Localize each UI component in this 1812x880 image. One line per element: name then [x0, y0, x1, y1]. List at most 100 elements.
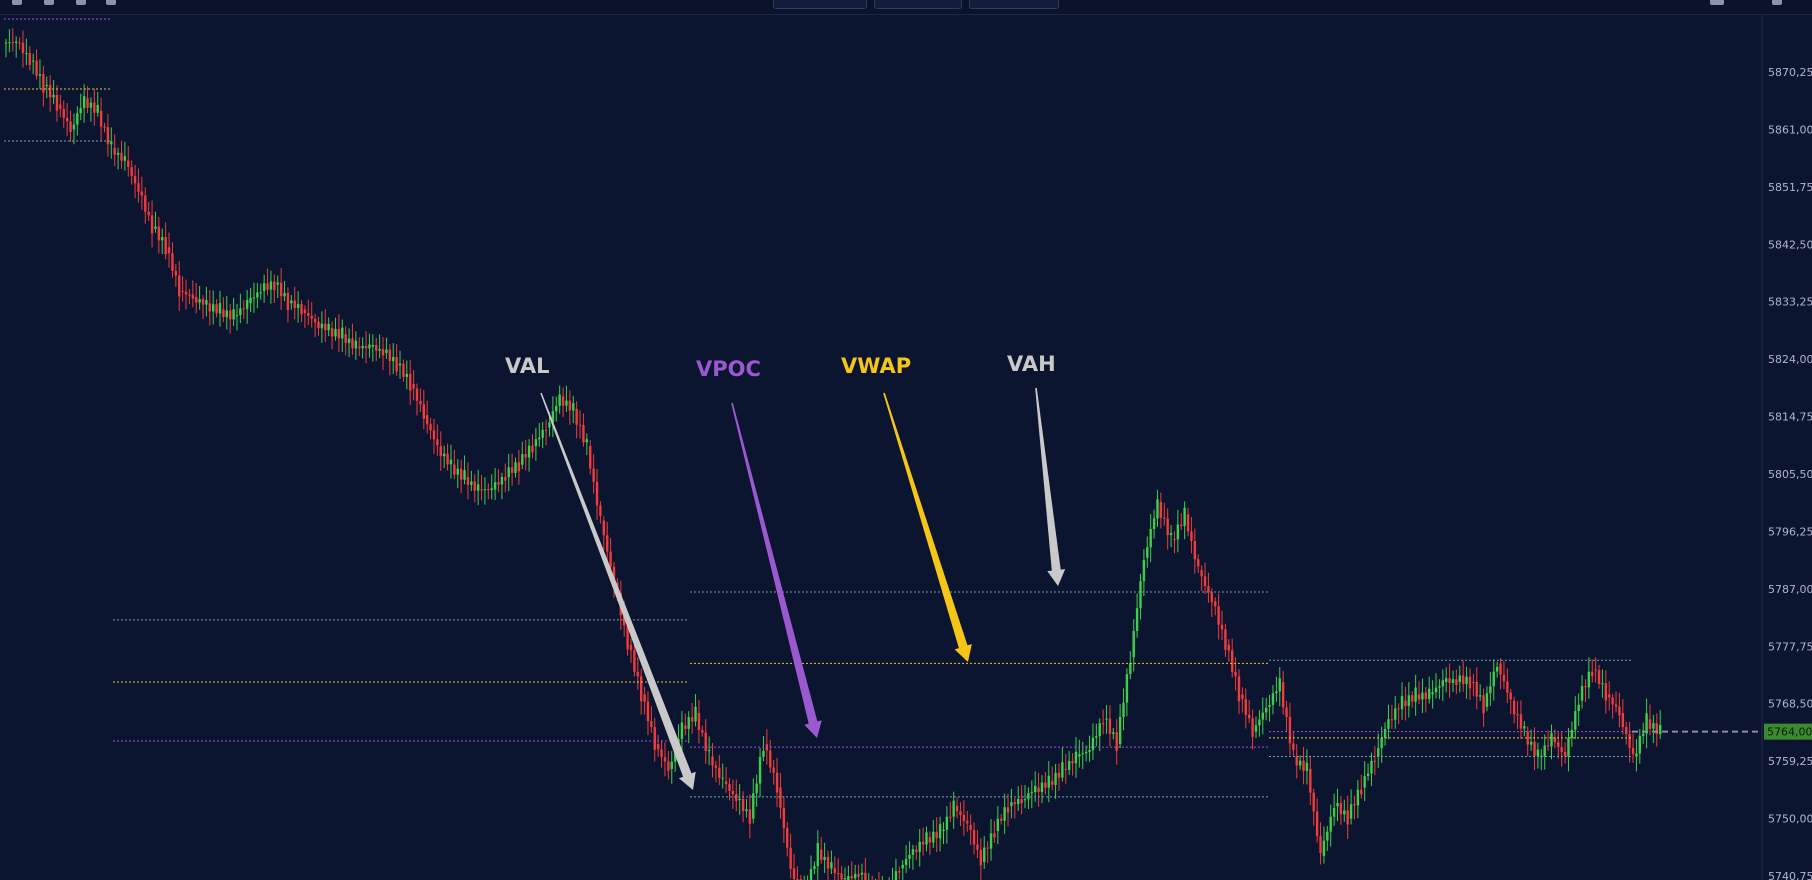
symbol-selector[interactable]: [773, 0, 867, 9]
window-menu-icon[interactable]: [1772, 0, 1782, 5]
indicators-icon[interactable]: [12, 0, 22, 5]
candle-body: [1003, 807, 1006, 821]
candle-body: [680, 722, 684, 739]
candle-body: [1580, 686, 1584, 701]
candle-body: [697, 713, 701, 731]
candle-body: [1159, 501, 1163, 518]
y-tick-label: 5805,50: [1768, 468, 1812, 481]
candle-body: [1326, 831, 1329, 841]
candle-body: [701, 730, 704, 733]
candle-body: [1071, 761, 1074, 764]
candle-body: [898, 871, 901, 873]
candle-body: [1560, 746, 1563, 753]
candle-body: [1095, 736, 1098, 738]
candle-body: [1441, 680, 1445, 687]
candle-body: [1149, 528, 1152, 548]
candle-body: [853, 873, 857, 879]
candle-body: [310, 315, 313, 319]
candle-body: [487, 489, 490, 491]
candle-body: [388, 349, 392, 362]
candle-body: [769, 750, 772, 768]
candle-body: [398, 363, 402, 366]
candle-body: [741, 798, 745, 812]
candle-body: [1421, 692, 1424, 700]
candle-body: [1353, 804, 1356, 806]
candle-body: [405, 373, 409, 377]
candle-body: [178, 275, 181, 297]
candle-body: [157, 226, 161, 241]
candle-body: [1414, 687, 1417, 702]
candle-body: [337, 328, 341, 339]
candle-body: [531, 445, 534, 453]
candle-body: [1434, 687, 1438, 693]
candle-body: [181, 290, 184, 292]
candle-body: [45, 84, 48, 86]
candle-body: [35, 60, 38, 76]
candle-body: [286, 292, 290, 311]
candle-body: [1023, 799, 1027, 801]
candle-body: [1020, 799, 1023, 804]
candle-body: [1506, 681, 1509, 693]
candle-body: [1088, 749, 1091, 752]
settings-icon[interactable]: [106, 0, 116, 5]
bar-chart-icon[interactable]: [44, 0, 54, 5]
y-tick-label: 5861,00: [1768, 123, 1812, 136]
candle-body: [1336, 803, 1339, 807]
candle-body: [758, 757, 762, 784]
candle-body: [1591, 671, 1594, 677]
camera-icon[interactable]: [1710, 0, 1724, 5]
candle-body: [1597, 670, 1601, 685]
candle-body: [1214, 601, 1217, 607]
candle-body: [915, 849, 918, 852]
candle-body: [1047, 775, 1050, 788]
candle-body: [1625, 727, 1628, 734]
candle-body: [1461, 675, 1465, 685]
candle-body: [1010, 802, 1013, 807]
candle-body: [1132, 630, 1135, 658]
candle-body: [1397, 708, 1400, 710]
timeframe-selector[interactable]: [874, 0, 962, 9]
candle-body: [235, 315, 239, 317]
candle-body: [432, 430, 436, 440]
chart-type-selector[interactable]: [969, 0, 1059, 9]
candle-body: [144, 195, 147, 212]
candle-body: [11, 42, 14, 44]
candle-body: [1224, 629, 1227, 650]
candle-body: [959, 811, 962, 815]
candle-body: [840, 873, 843, 880]
candle-body: [752, 793, 755, 819]
candle-body: [707, 749, 711, 751]
alert-icon[interactable]: [76, 0, 86, 5]
candle-body: [198, 299, 201, 303]
candle-body: [473, 481, 476, 491]
candle-body: [106, 127, 110, 145]
candle-body: [65, 117, 69, 122]
candle-body: [1217, 606, 1220, 625]
candle-body: [1030, 792, 1034, 794]
candle-body: [110, 141, 113, 145]
candle-body: [755, 783, 758, 794]
candle-body: [568, 400, 572, 411]
candle-body: [1173, 539, 1176, 541]
candle-body: [317, 321, 320, 329]
annotation-arrow-vpoc: [731, 402, 822, 738]
candle-body: [140, 191, 144, 196]
candle-body: [1485, 693, 1489, 707]
candle-body: [575, 408, 578, 425]
candle-body: [599, 505, 602, 517]
candle-body: [1091, 737, 1095, 751]
candle-body: [738, 798, 741, 800]
candle-body: [1394, 708, 1397, 720]
candle-body: [1312, 792, 1315, 812]
candle-body: [1135, 608, 1139, 631]
candle-body: [724, 781, 728, 785]
candle-body: [395, 357, 398, 372]
candle-body: [1383, 728, 1387, 738]
candle-body: [1526, 731, 1529, 745]
candle-body: [266, 283, 269, 290]
candle-body: [558, 394, 561, 406]
candle-body: [1101, 723, 1105, 725]
candle-body: [1057, 772, 1061, 778]
